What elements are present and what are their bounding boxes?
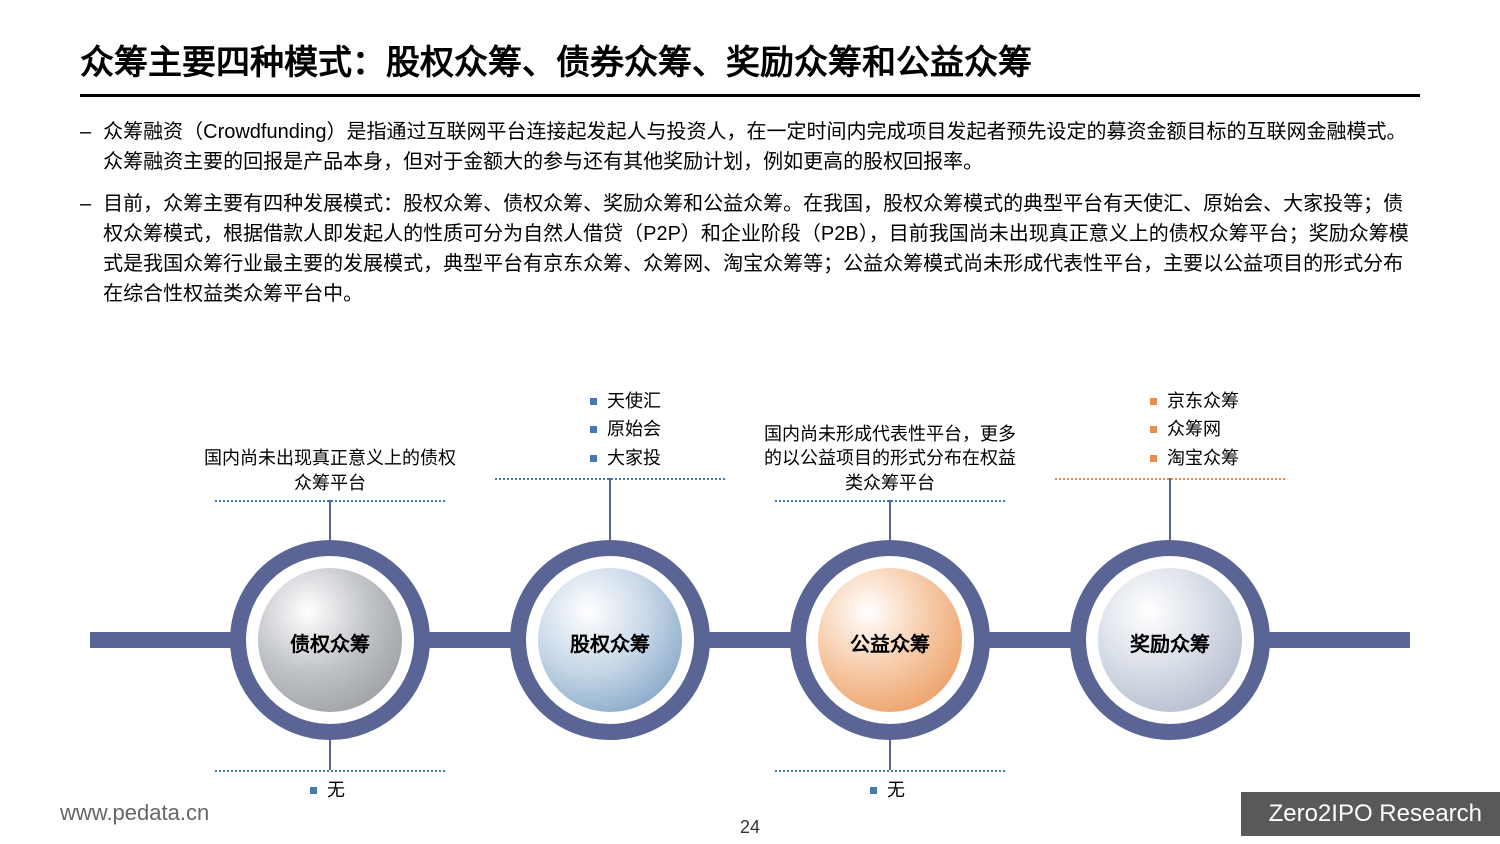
list-bullet-icon (310, 787, 317, 794)
page-title: 众筹主要四种模式：股权众筹、债券众筹、奖励众筹和公益众筹 (0, 0, 1500, 94)
node-label: 债权众筹 (230, 628, 430, 657)
node-label: 奖励众筹 (1070, 628, 1270, 657)
bullet-dash: – (80, 117, 91, 177)
annotation-list-below: 无 (310, 776, 345, 805)
dashed-line-up (495, 478, 725, 480)
bullet-item: –众筹融资（Crowdfunding）是指通过互联网平台连接起发起人与投资人，在… (80, 117, 1420, 177)
list-item: 大家投 (590, 444, 661, 473)
dashed-line-down (775, 770, 1005, 772)
list-bullet-icon (590, 426, 597, 433)
list-bullet-icon (590, 398, 597, 405)
annotation-text: 国内尚未出现真正意义上的债权众筹平台 (200, 446, 460, 495)
list-item: 原始会 (590, 415, 661, 444)
list-item-text: 淘宝众筹 (1167, 444, 1239, 473)
node-label: 股权众筹 (510, 628, 710, 657)
annotation-text: 国内尚未形成代表性平台，更多的以公益项目的形式分布在权益类众筹平台 (760, 422, 1020, 495)
dashed-line-up (1055, 478, 1285, 480)
bullet-text: 目前，众筹主要有四种发展模式：股权众筹、债权众筹、奖励众筹和公益众筹。在我国，股… (103, 189, 1420, 309)
annotation-list: 京东众筹众筹网淘宝众筹 (1150, 387, 1239, 473)
annotation-list-below: 无 (870, 776, 905, 805)
node-label: 公益众筹 (790, 628, 990, 657)
bullet-text: 众筹融资（Crowdfunding）是指通过互联网平台连接起发起人与投资人，在一… (103, 117, 1420, 177)
list-item: 无 (870, 776, 905, 805)
list-item-text: 天使汇 (607, 387, 661, 416)
list-item: 天使汇 (590, 387, 661, 416)
list-item-text: 无 (887, 776, 905, 805)
list-item-text: 大家投 (607, 444, 661, 473)
list-item-text: 无 (327, 776, 345, 805)
diagram-node-equity: 股权众筹 (510, 540, 710, 740)
list-item: 淘宝众筹 (1150, 444, 1239, 473)
stem-up (609, 478, 611, 540)
stem-down (889, 740, 891, 770)
stem-down (329, 740, 331, 770)
bullet-dash: – (80, 189, 91, 309)
bullet-item: –目前，众筹主要有四种发展模式：股权众筹、债权众筹、奖励众筹和公益众筹。在我国，… (80, 189, 1420, 309)
list-bullet-icon (1150, 455, 1157, 462)
footer-url: www.pedata.cn (60, 800, 209, 826)
list-item-text: 原始会 (607, 415, 661, 444)
footer-brand: Zero2IPO Research (1241, 792, 1500, 836)
diagram-node-debt: 债权众筹 (230, 540, 430, 740)
list-bullet-icon (1150, 398, 1157, 405)
dashed-line-up (215, 500, 445, 502)
footer-page-number: 24 (740, 817, 760, 838)
list-item: 无 (310, 776, 345, 805)
list-item-text: 京东众筹 (1167, 387, 1239, 416)
list-item: 众筹网 (1150, 415, 1239, 444)
dashed-line-up (775, 500, 1005, 502)
list-bullet-icon (870, 787, 877, 794)
list-bullet-icon (1150, 426, 1157, 433)
title-underline (80, 94, 1420, 97)
diagram: 债权众筹国内尚未出现真正意义上的债权众筹平台无股权众筹天使汇原始会大家投公益众筹… (0, 370, 1500, 770)
list-bullet-icon (590, 455, 597, 462)
annotation-list: 天使汇原始会大家投 (590, 387, 661, 473)
diagram-node-reward: 奖励众筹 (1070, 540, 1270, 740)
dashed-line-down (215, 770, 445, 772)
stem-up (329, 500, 331, 540)
list-item-text: 众筹网 (1167, 415, 1221, 444)
diagram-node-public: 公益众筹 (790, 540, 990, 740)
stem-up (1169, 478, 1171, 540)
bullet-list: –众筹融资（Crowdfunding）是指通过互联网平台连接起发起人与投资人，在… (0, 117, 1500, 309)
list-item: 京东众筹 (1150, 387, 1239, 416)
stem-up (889, 500, 891, 540)
